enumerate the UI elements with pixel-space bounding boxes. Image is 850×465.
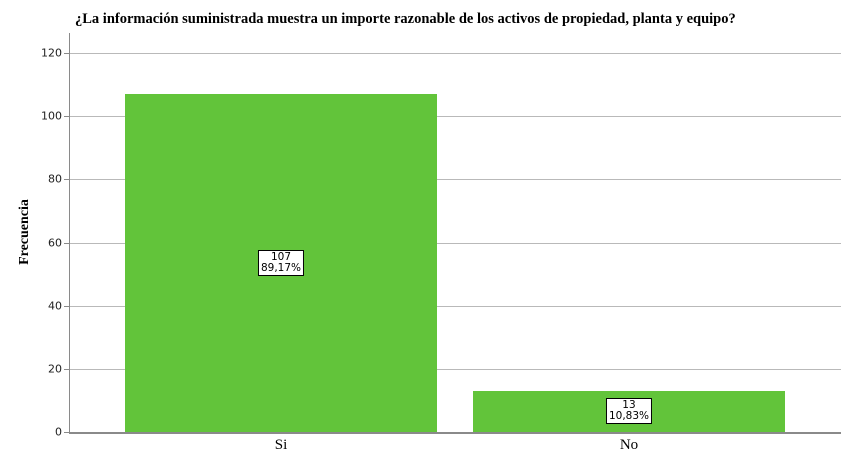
x-category-label: No xyxy=(619,437,639,453)
gridline xyxy=(70,179,841,181)
gridline xyxy=(70,53,841,55)
y-tick xyxy=(64,368,69,370)
y-axis-label: Frecuencia xyxy=(17,199,32,265)
y-tick xyxy=(64,242,69,244)
y-tick-label: 0 xyxy=(55,425,62,439)
gridline xyxy=(70,368,841,370)
y-tick-label: 100 xyxy=(41,109,62,123)
chart-title: ¿La información suministrada muestra un … xyxy=(75,11,736,27)
data-label: 107 89,17% xyxy=(257,250,305,277)
y-tick-label: 40 xyxy=(48,299,62,313)
data-label-percent: 89,17% xyxy=(260,262,302,275)
data-label-percent: 10,83% xyxy=(608,410,650,423)
y-tick-label: 60 xyxy=(48,236,62,250)
y-tick xyxy=(64,53,69,55)
gridline xyxy=(70,305,841,307)
data-label: 13 10,83% xyxy=(605,398,653,425)
y-tick xyxy=(64,116,69,118)
gridline xyxy=(70,116,841,118)
y-tick xyxy=(64,179,69,181)
y-axis-line xyxy=(69,33,70,432)
data-label-count: 13 xyxy=(622,399,636,412)
x-axis-line xyxy=(69,432,841,434)
y-tick-label: 120 xyxy=(41,46,62,60)
x-category-label: Si xyxy=(274,437,288,453)
y-tick-label: 20 xyxy=(48,362,62,376)
y-tick xyxy=(64,432,69,433)
y-tick-label: 80 xyxy=(48,172,62,186)
plot-area: 0 20 40 60 80 100 120 107 89,17% 13 10,83% xyxy=(41,33,841,439)
y-tick xyxy=(64,305,69,307)
gridline xyxy=(70,242,841,244)
data-label-count: 107 xyxy=(270,251,292,264)
